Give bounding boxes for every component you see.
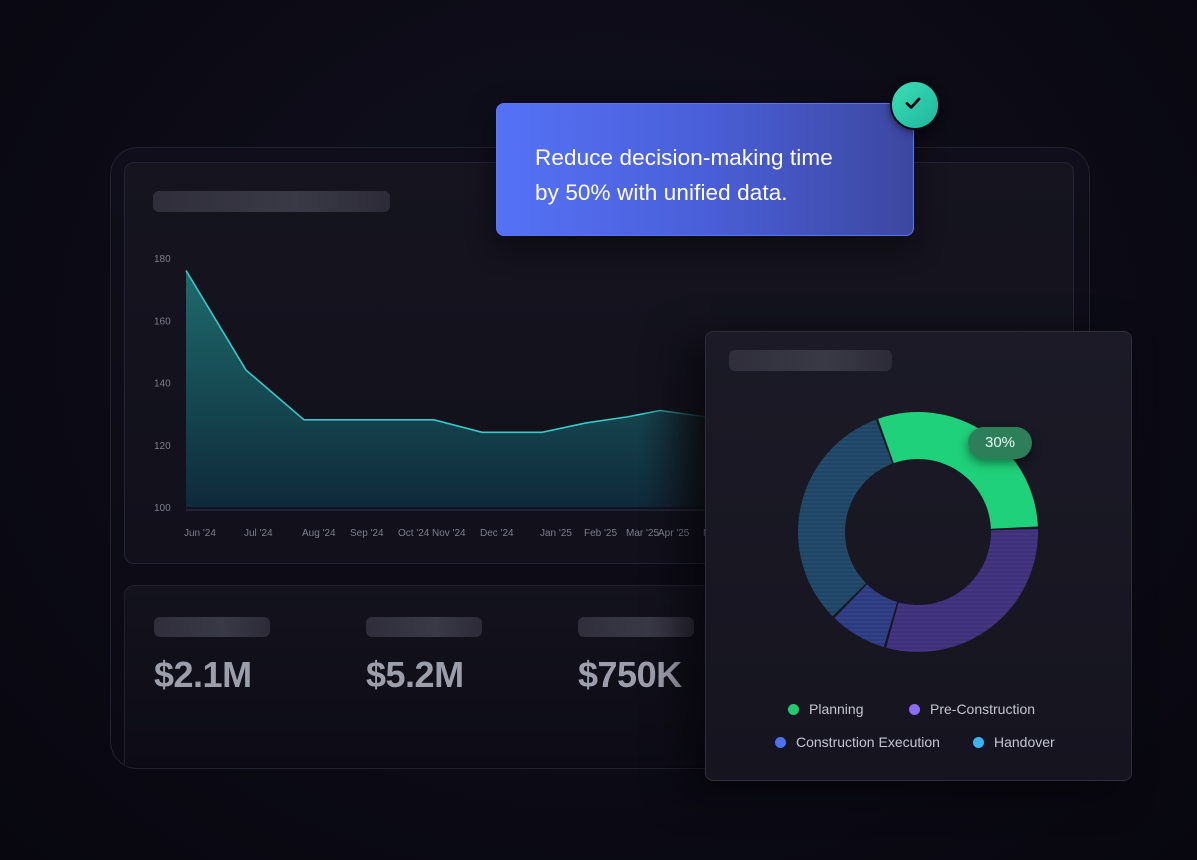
stat-value: $750K xyxy=(578,654,682,695)
legend-label: Handover xyxy=(994,734,1055,750)
legend-dot xyxy=(788,704,799,715)
x-tick-label: Aug '24 xyxy=(302,528,336,539)
callout-line-1: Reduce decision-making time xyxy=(535,145,833,170)
y-tick-label: 160 xyxy=(154,316,171,327)
legend-item-planning: Planning xyxy=(788,701,864,717)
legend-item-pre-construction: Pre-Construction xyxy=(909,701,1035,717)
y-tick-label: 140 xyxy=(154,379,171,390)
callout-line-2: by 50% with unified data. xyxy=(535,180,788,205)
x-tick-label: Jul '24 xyxy=(244,528,273,539)
stat-label-placeholder xyxy=(366,617,482,637)
legend-item-construction-execution: Construction Execution xyxy=(775,734,940,750)
x-tick-label: Mar '25 xyxy=(626,528,659,539)
chart-title-placeholder xyxy=(153,191,390,212)
x-tick-label: Oct '24 xyxy=(398,528,430,539)
x-tick-label: Nov '24 xyxy=(432,528,466,539)
x-tick-label: Apr '25 xyxy=(658,528,690,539)
donut-title-placeholder xyxy=(729,350,892,371)
donut-slice-texture xyxy=(798,419,893,617)
callout-text: Reduce decision-making time by 50% with … xyxy=(535,140,895,210)
x-tick-label: Feb '25 xyxy=(584,528,617,539)
legend-label: Planning xyxy=(809,701,864,717)
donut-slice-texture xyxy=(834,584,898,647)
stat-value: $5.2M xyxy=(366,654,464,695)
x-tick-label: Dec '24 xyxy=(480,528,514,539)
x-tick-label: Jun '24 xyxy=(184,528,216,539)
legend-item-handover: Handover xyxy=(973,734,1055,750)
y-tick-label: 100 xyxy=(154,503,171,514)
chart-fade xyxy=(640,258,710,507)
legend-label: Construction Execution xyxy=(796,734,940,750)
y-tick-label: 180 xyxy=(154,254,171,265)
stat-label-placeholder xyxy=(578,617,694,637)
check-icon xyxy=(890,80,940,130)
callout-card: Reduce decision-making time by 50% with … xyxy=(496,103,914,236)
legend-dot xyxy=(775,737,786,748)
area-line xyxy=(185,270,706,434)
stat-value: $2.1M xyxy=(154,654,252,695)
x-tick-label: Sep '24 xyxy=(350,528,384,539)
percent-badge: 30% xyxy=(968,427,1032,459)
donut-slice-texture xyxy=(886,529,1039,652)
legend-dot xyxy=(909,704,920,715)
y-tick-label: 120 xyxy=(154,441,171,452)
legend-label: Pre-Construction xyxy=(930,701,1036,717)
stat-label-placeholder xyxy=(154,617,270,637)
area-fill xyxy=(186,270,705,507)
legend-dot xyxy=(973,737,984,748)
x-tick-label: Jan '25 xyxy=(540,528,572,539)
donut-slice xyxy=(878,412,1038,529)
